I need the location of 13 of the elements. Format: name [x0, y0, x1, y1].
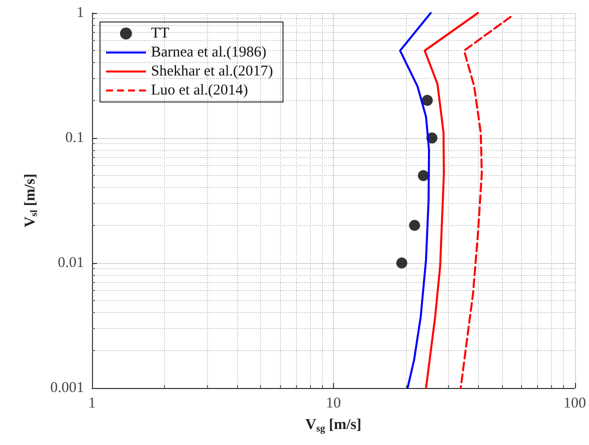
y-tick-label: 1: [76, 5, 84, 21]
x-tick-label: 1: [88, 396, 96, 412]
y-tick-label: 0.01: [58, 255, 84, 271]
line-series: [399, 12, 432, 389]
x-tick-label: 100: [564, 396, 586, 412]
x-tick-label: 10: [326, 396, 341, 412]
legend-label: Shekhar et al.(2017): [150, 64, 274, 80]
legend-label: TT: [150, 26, 170, 42]
y-tick-label: 0.001: [50, 380, 84, 396]
legend-label: Barnea et al.(1986): [150, 44, 266, 60]
legend-label: Luo et al.(2014): [150, 82, 248, 98]
y-tick-label: 0.1: [65, 130, 84, 146]
y-axis-title: Vsl [m/s]: [22, 174, 40, 228]
